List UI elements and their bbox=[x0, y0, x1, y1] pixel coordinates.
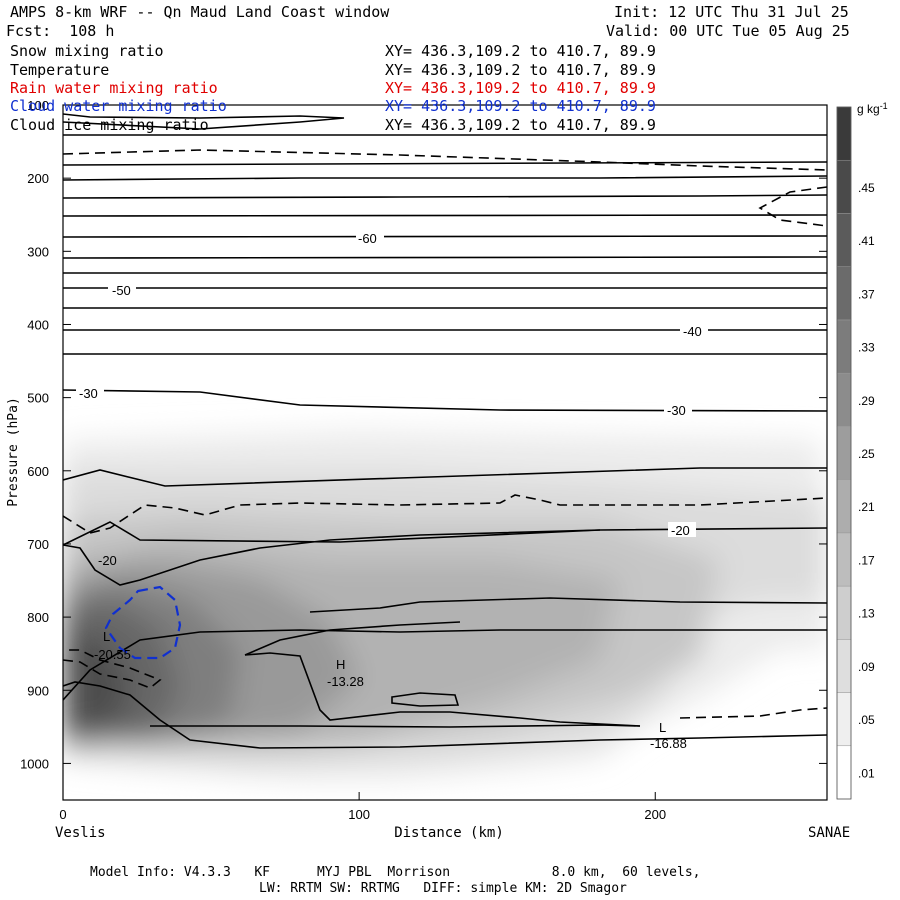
valid-time: Valid: 00 UTC Tue 05 Aug 25 bbox=[606, 22, 850, 40]
field-xy-cloud-ice: XY= 436.3,109.2 to 410.7, 89.9 bbox=[385, 116, 656, 134]
colorbar-level-label: .45 bbox=[858, 181, 875, 195]
colorbar-level-label: .09 bbox=[858, 660, 875, 674]
field-label-rain: Rain water mixing ratio bbox=[10, 79, 218, 97]
colorbar-frame bbox=[836, 106, 852, 800]
x-axis-label: Distance (km) bbox=[394, 825, 504, 841]
snow-shading bbox=[63, 430, 827, 780]
field-xy-snow: XY= 436.3,109.2 to 410.7, 89.9 bbox=[385, 42, 656, 60]
field-label-snow: Snow mixing ratio bbox=[10, 42, 164, 60]
y-axis: 100 200 300 400 500 600 700 800 900 1000 bbox=[20, 98, 827, 771]
field-xy-cloud-water: XY= 436.3,109.2 to 410.7, 89.9 bbox=[385, 97, 656, 115]
field-label-cloud-water: Cloud water mixing ratio bbox=[10, 97, 227, 115]
y-tick-label: 500 bbox=[27, 391, 49, 406]
model-info-line2: LW: RRTM SW: RRTMG DIFF: simple KM: 2D S… bbox=[259, 881, 627, 896]
colorbar-swatch bbox=[836, 372, 852, 427]
x-right-station-label: SANAE bbox=[808, 825, 850, 841]
contour-label: -20 bbox=[98, 553, 117, 568]
forecast-hour: Fcst: 108 h bbox=[6, 22, 115, 40]
y-tick-label: 100 bbox=[27, 98, 49, 113]
chart-title: AMPS 8-km WRF -- Qn Maud Land Coast wind… bbox=[10, 3, 390, 21]
y-tick-label: 400 bbox=[27, 317, 49, 332]
y-tick-label: 800 bbox=[27, 610, 49, 625]
extremum-value: -13.28 bbox=[327, 674, 364, 689]
model-info-line1: Model Info: V4.3.3 KF MYJ PBL Morrison 8… bbox=[90, 865, 701, 880]
colorbar-level-label: .01 bbox=[858, 766, 875, 780]
colorbar-swatch bbox=[836, 213, 852, 267]
extremum-mark: H bbox=[336, 657, 345, 672]
ice-contours bbox=[63, 149, 827, 719]
field-label-cloud-ice: Cloud ice mixing ratio bbox=[10, 116, 209, 134]
extremum-value: -20.55 bbox=[94, 647, 131, 662]
extremum-value: -16.88 bbox=[650, 736, 687, 751]
plot-frame bbox=[62, 104, 828, 801]
y-tick-label: 1000 bbox=[20, 756, 49, 771]
contour-labels: -60 -50 -40 -30 -30 -20 -20 H -13.28 L -… bbox=[76, 230, 708, 751]
field-xy-temperature: XY= 436.3,109.2 to 410.7, 89.9 bbox=[385, 61, 656, 79]
contour-label: -20 bbox=[671, 523, 690, 538]
colorbar-level-label: .05 bbox=[858, 713, 875, 727]
colorbar-swatch bbox=[836, 639, 852, 693]
colorbar-swatch bbox=[836, 266, 852, 321]
colorbar-swatch bbox=[836, 106, 852, 161]
colorbar-swatch bbox=[836, 426, 852, 480]
contour-label: -30 bbox=[79, 386, 98, 401]
field-xy-rain: XY= 436.3,109.2 to 410.7, 89.9 bbox=[385, 79, 656, 97]
colorbar-swatch bbox=[836, 692, 852, 747]
x-tick-label: 100 bbox=[348, 807, 370, 822]
colorbar: .01 .05 .09 .13 .17 .21 .25 .29 .33 .37 .41 .45 bbox=[836, 106, 875, 800]
contour-label: -60 bbox=[358, 231, 377, 246]
x-axis: 0 100 200 bbox=[59, 792, 666, 822]
field-label-temperature: Temperature bbox=[10, 61, 110, 79]
y-tick-label: 600 bbox=[27, 464, 49, 479]
extremum-mark: L bbox=[103, 629, 110, 644]
y-tick-label: 900 bbox=[27, 683, 49, 698]
x-tick-label: 200 bbox=[644, 807, 666, 822]
cloud-water-contour bbox=[104, 585, 182, 660]
x-left-station-label: Veslis bbox=[55, 825, 106, 841]
temperature-contours bbox=[63, 113, 827, 749]
colorbar-swatch bbox=[836, 319, 852, 374]
contour-label: -40 bbox=[683, 324, 702, 339]
colorbar-level-label: .13 bbox=[858, 607, 875, 621]
colorbar-level-label: .17 bbox=[858, 553, 875, 567]
colorbar-swatch bbox=[836, 159, 852, 214]
y-axis-label: Pressure (hPa) bbox=[6, 397, 21, 507]
y-tick-label: 300 bbox=[27, 244, 49, 259]
contour-label: -30 bbox=[667, 403, 686, 418]
colorbar-level-label: .25 bbox=[858, 447, 875, 461]
init-time: Init: 12 UTC Thu 31 Jul 25 bbox=[614, 3, 849, 21]
extremum-mark: L bbox=[659, 720, 666, 735]
colorbar-swatch bbox=[836, 585, 852, 640]
colorbar-level-label: .29 bbox=[858, 394, 875, 408]
contour-label: -50 bbox=[112, 283, 131, 298]
colorbar-unit: g kg-1 bbox=[857, 101, 888, 116]
colorbar-swatch bbox=[836, 532, 852, 587]
colorbar-level-label: .37 bbox=[858, 287, 875, 301]
y-tick-label: 200 bbox=[27, 171, 49, 186]
colorbar-swatch bbox=[836, 479, 852, 534]
colorbar-swatch bbox=[836, 745, 852, 800]
colorbar-level-label: .41 bbox=[858, 234, 875, 248]
y-tick-label: 700 bbox=[27, 537, 49, 552]
x-tick-label: 0 bbox=[59, 807, 66, 822]
colorbar-level-label: .21 bbox=[858, 500, 875, 514]
colorbar-level-label: .33 bbox=[858, 341, 875, 355]
